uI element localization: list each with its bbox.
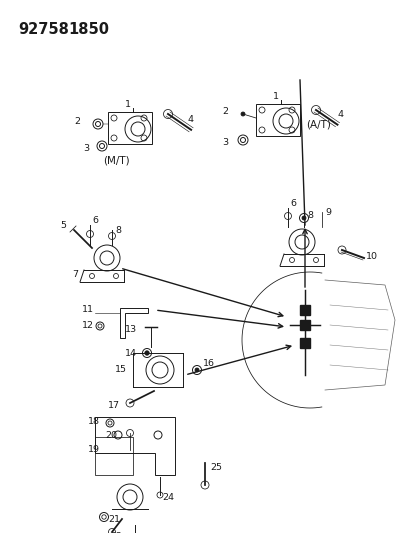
- Text: 17: 17: [108, 400, 120, 409]
- Text: 8: 8: [115, 225, 121, 235]
- Text: (A/T): (A/T): [305, 119, 330, 129]
- Text: 6: 6: [289, 198, 295, 207]
- Text: 16: 16: [202, 359, 214, 367]
- Text: (M/T): (M/T): [102, 155, 129, 165]
- Text: 2: 2: [221, 107, 228, 116]
- Text: 4: 4: [337, 110, 343, 119]
- Text: 92758: 92758: [18, 22, 69, 37]
- Text: 19: 19: [88, 446, 100, 455]
- Text: 13: 13: [125, 326, 137, 335]
- Text: 11: 11: [82, 305, 94, 314]
- Text: 7: 7: [72, 270, 78, 279]
- Text: 12: 12: [82, 321, 94, 330]
- Text: 8: 8: [306, 211, 312, 220]
- Text: 3: 3: [83, 143, 89, 152]
- Text: 20: 20: [105, 431, 117, 440]
- Circle shape: [195, 368, 199, 372]
- Text: 1850: 1850: [68, 22, 109, 37]
- Text: 6: 6: [92, 215, 98, 224]
- Text: 2: 2: [74, 117, 80, 125]
- Circle shape: [240, 112, 244, 116]
- Text: 10: 10: [365, 252, 377, 261]
- Text: 24: 24: [161, 494, 173, 503]
- Bar: [299, 338, 309, 348]
- Text: 18: 18: [88, 416, 100, 425]
- Text: 5: 5: [60, 221, 66, 230]
- Bar: [255, 104, 299, 136]
- Bar: [299, 305, 309, 315]
- Text: 14: 14: [125, 349, 137, 358]
- Text: 25: 25: [209, 464, 221, 472]
- Text: 1: 1: [125, 100, 131, 109]
- Text: 4: 4: [187, 115, 192, 124]
- Text: 9: 9: [324, 207, 330, 216]
- Bar: [108, 112, 152, 144]
- Text: 15: 15: [115, 366, 127, 375]
- Circle shape: [301, 216, 305, 220]
- Circle shape: [145, 351, 149, 355]
- Bar: [95, 437, 133, 475]
- Text: 1: 1: [272, 92, 278, 101]
- Text: 21: 21: [108, 514, 120, 523]
- Text: 3: 3: [221, 138, 228, 147]
- Bar: [299, 320, 309, 330]
